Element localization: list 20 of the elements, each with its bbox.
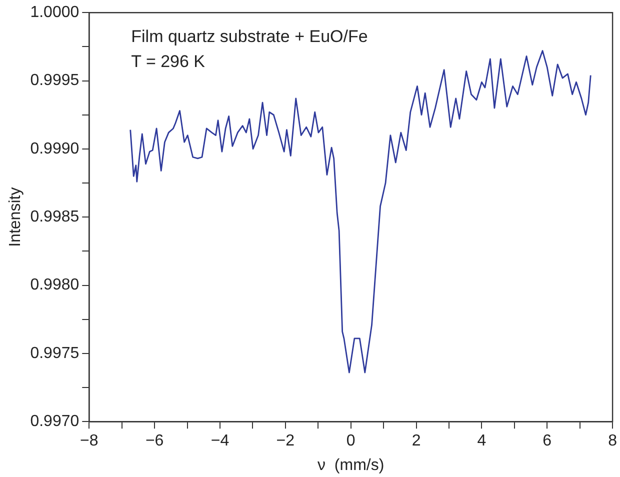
x-tick-label: 6 — [542, 432, 552, 450]
y-tick-label: 1.0000 — [30, 4, 80, 22]
y-tick-label: 0.9970 — [30, 413, 80, 430]
x-tick-label: 0 — [346, 432, 356, 450]
x-tick-label: −6 — [145, 432, 164, 450]
x-tick-label: 2 — [412, 432, 421, 450]
x-tick-label: 8 — [608, 432, 618, 450]
y-tick-label: 0.9990 — [30, 140, 80, 158]
x-tick-label: −8 — [80, 432, 98, 450]
x-tick-label: −4 — [210, 432, 230, 450]
annotation: Film quartz substrate + EuO/Fe — [131, 26, 368, 46]
y-tick-label: 0.9975 — [30, 344, 80, 362]
y-axis-title: Intensity — [7, 187, 24, 247]
y-tick-label: 0.9985 — [30, 208, 80, 226]
x-tick-label: 4 — [477, 432, 486, 450]
x-tick-label: −2 — [276, 432, 295, 450]
annotation: T = 296 K — [131, 52, 206, 71]
y-tick-label: 0.9980 — [30, 276, 80, 294]
y-tick-label: 0.9995 — [30, 72, 80, 90]
x-axis-title: ν (mm/s) — [318, 456, 384, 474]
